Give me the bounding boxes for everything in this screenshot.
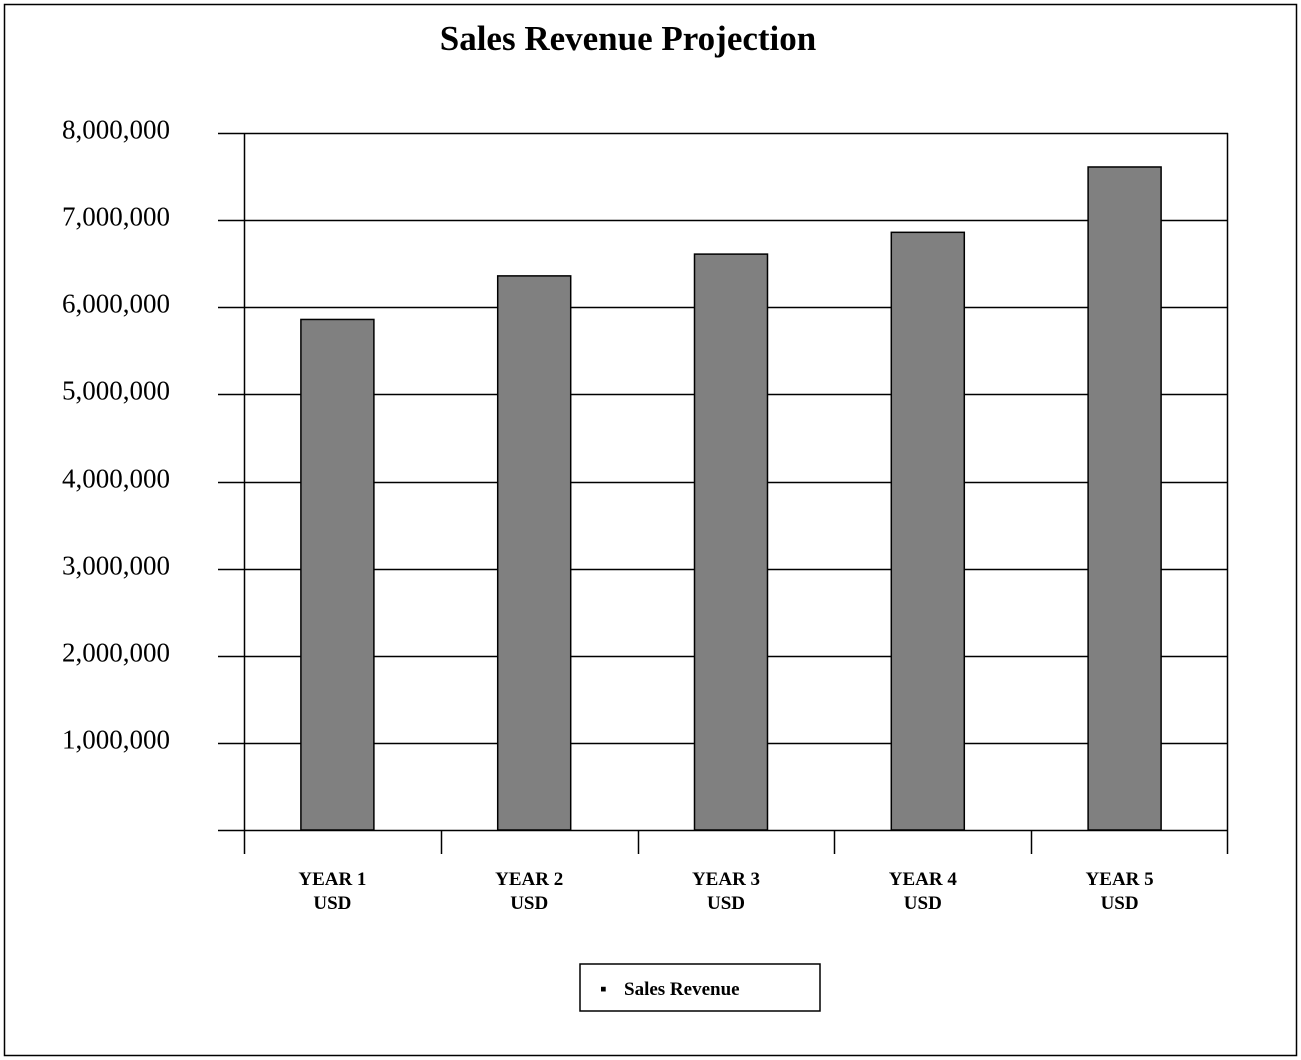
x-tick-label: YEAR 2 [495,869,563,890]
x-tick-label: USD [510,893,548,914]
y-tick-label: 6,000,000 [62,289,170,319]
bar-year-1 [300,318,375,831]
y-tick-label: 3,000,000 [62,551,170,581]
legend-box [579,963,821,1012]
x-tick-label: YEAR 5 [1086,869,1154,890]
y-tick-label: 4,000,000 [62,464,170,494]
legend: ▪ Sales Revenue [579,963,821,1012]
y-tick-label: 7,000,000 [62,202,170,232]
bar-year-3 [693,253,769,831]
y-tick-label: 5,000,000 [62,376,170,406]
legend-marker: ▪ [600,979,607,1000]
chart-title: Sales Revenue Projection [440,19,817,58]
x-tick-label: USD [707,893,745,914]
x-tick-label: USD [1101,893,1139,914]
legend-entry-sales-revenue: Sales Revenue [624,979,740,1000]
x-tick-label: USD [904,893,942,914]
x-tick-label: YEAR 3 [692,869,760,890]
y-tick-label: 2,000,000 [62,638,170,668]
chart-border [3,3,1298,1057]
bar-year-5 [1087,166,1162,831]
x-tick-label: USD [313,893,351,914]
x-tick-label: YEAR 4 [889,869,958,890]
x-tick-label: YEAR 1 [298,869,366,890]
y-tick-label: 1,000,000 [62,725,170,755]
bar-year-2 [496,275,572,831]
y-tick-label: 8,000,000 [62,115,170,145]
bar-year-4 [890,231,966,831]
